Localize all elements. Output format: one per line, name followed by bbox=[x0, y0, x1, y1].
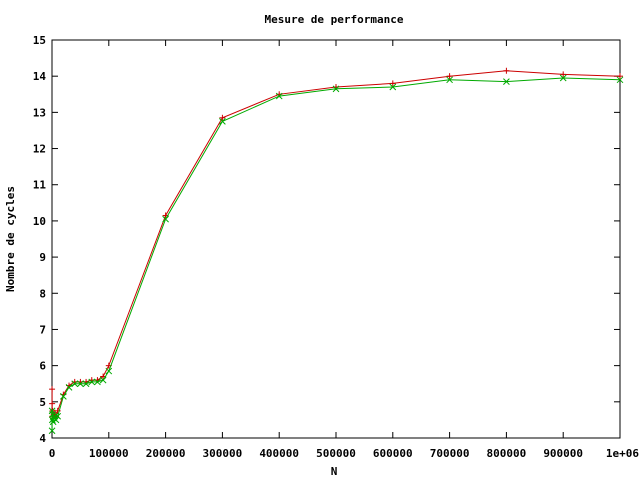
data-point bbox=[60, 393, 67, 400]
y-tick-label: 15 bbox=[33, 34, 46, 47]
y-tick-label: 6 bbox=[39, 360, 46, 373]
x-tick-label: 100000 bbox=[89, 447, 129, 460]
data-point bbox=[560, 71, 567, 78]
y-tick-label: 14 bbox=[33, 70, 47, 83]
x-tick-label: 1e+06 bbox=[606, 447, 639, 460]
series-line bbox=[51, 77, 621, 431]
x-tick-label: 0 bbox=[49, 447, 56, 460]
data-point bbox=[99, 376, 107, 384]
y-tick-label: 12 bbox=[33, 143, 46, 156]
y-tick-label: 8 bbox=[39, 287, 46, 300]
y-tick-label: 4 bbox=[39, 432, 46, 445]
x-tick-label: 900000 bbox=[543, 447, 583, 460]
data-point bbox=[332, 85, 340, 93]
data-point bbox=[446, 76, 453, 84]
series-group bbox=[48, 67, 624, 435]
y-tick-label: 10 bbox=[33, 215, 46, 228]
y-tick-label: 11 bbox=[33, 179, 47, 192]
data-point bbox=[94, 378, 101, 386]
data-point bbox=[54, 412, 62, 420]
series-2 bbox=[48, 74, 624, 435]
x-tick-label: 600000 bbox=[373, 447, 413, 460]
data-point bbox=[162, 215, 169, 223]
data-point bbox=[49, 400, 56, 407]
axis-ticks: 4 5 6 7 8 9 10 11 12 13 14 15 0 100000 200000 300000 400… bbox=[33, 34, 640, 460]
x-axis-label: N bbox=[331, 465, 338, 478]
data-point bbox=[389, 80, 396, 87]
x-tick-label: 800000 bbox=[487, 447, 527, 460]
data-point bbox=[559, 74, 567, 82]
x-tick-label: 200000 bbox=[146, 447, 186, 460]
data-point bbox=[77, 380, 84, 388]
y-axis-label: Nombre de cycles bbox=[4, 186, 17, 292]
data-point bbox=[219, 114, 226, 121]
data-point bbox=[616, 76, 624, 84]
x-tick-label: 700000 bbox=[430, 447, 470, 460]
data-point bbox=[52, 416, 60, 424]
data-point bbox=[503, 78, 510, 85]
x-tick-label: 400000 bbox=[259, 447, 299, 460]
data-point bbox=[617, 73, 623, 80]
x-tick-label: 500000 bbox=[316, 447, 356, 460]
data-point bbox=[446, 73, 453, 80]
data-point bbox=[51, 412, 59, 420]
x-tick-label: 300000 bbox=[203, 447, 243, 460]
data-point bbox=[65, 383, 73, 391]
data-point bbox=[389, 83, 397, 91]
data-point bbox=[71, 380, 79, 388]
data-point bbox=[49, 386, 56, 393]
data-point bbox=[82, 380, 90, 388]
data-point bbox=[105, 367, 113, 375]
data-point bbox=[48, 427, 56, 435]
series-1 bbox=[49, 67, 623, 422]
data-point bbox=[275, 92, 283, 100]
plot-frame bbox=[51, 39, 621, 439]
y-tick-label: 13 bbox=[33, 106, 46, 119]
data-point bbox=[219, 118, 226, 125]
y-tick-label: 9 bbox=[39, 251, 46, 264]
data-point bbox=[88, 378, 96, 386]
chart-title: Mesure de performance bbox=[264, 13, 403, 26]
series-line bbox=[51, 70, 621, 419]
y-tick-label: 7 bbox=[39, 323, 46, 336]
data-point bbox=[503, 67, 510, 74]
y-tick-label: 5 bbox=[39, 396, 46, 409]
